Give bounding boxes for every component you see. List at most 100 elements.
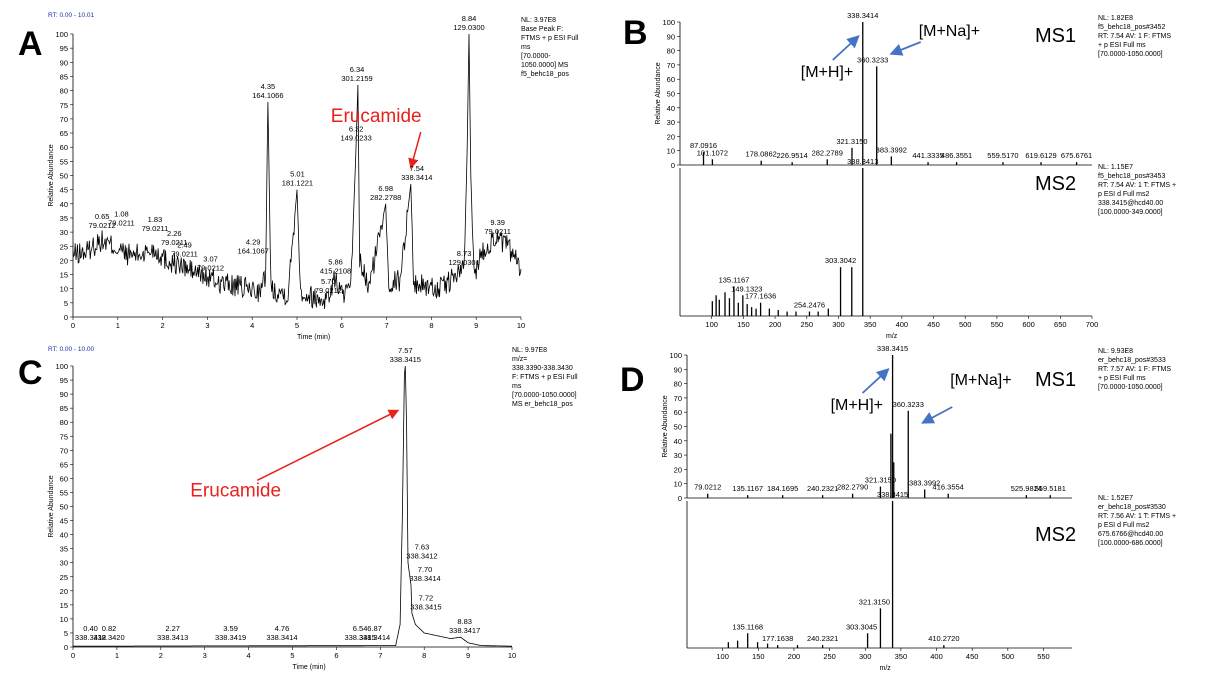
chart-panel-b-ms2 [679, 168, 1093, 319]
scan-info-line: er_behc18_pos#3530 [1098, 504, 1166, 511]
peak-mz-label: 79.0212 [197, 264, 224, 273]
y-tick-label: 35 [60, 214, 68, 223]
compound-annotation: Erucamide [331, 106, 422, 127]
y-tick-label: 20 [674, 465, 682, 474]
scan-info-line: + p ESI Full ms [1098, 42, 1146, 49]
annotation-arrow [408, 131, 422, 170]
peak-mz-label: 383.3992 [909, 478, 940, 487]
y-tick-label: 100 [669, 351, 682, 360]
y-tick-label: 5 [64, 299, 68, 308]
peak-mz-label: 282.2789 [812, 148, 843, 157]
y-tick-label: 70 [674, 394, 682, 403]
x-tick-label: 400 [896, 320, 909, 329]
x-tick-label: 3 [205, 321, 209, 330]
scan-info-line: NL: 1.52E7 [1098, 495, 1133, 502]
peak-rt-label: 6.34 [350, 65, 365, 74]
x-tick-label: 450 [927, 320, 940, 329]
y-tick-label: 40 [60, 531, 68, 540]
chromatogram-trace [72, 33, 522, 310]
peak-rt-label: 1.08 [114, 209, 129, 218]
rt-range-label: RT: 0.00 - 10.01 [48, 12, 95, 19]
scan-info-line: [70.0000- [521, 53, 551, 60]
ion-arrow [889, 41, 922, 56]
y-axis-label: Relative Abundance [655, 62, 662, 124]
peak-rt-label: 5.70 [321, 277, 336, 286]
y-tick-label: 65 [60, 129, 68, 138]
y-tick-label: 25 [60, 573, 68, 582]
peak-mz-label: 360.3233 [857, 55, 888, 64]
y-tick-label: 65 [60, 460, 68, 469]
peak-mz-label: 282.2788 [370, 193, 401, 202]
scan-info-line: RT: 7.54 AV: 1 F: FTMS [1098, 33, 1171, 40]
y-tick-label: 10 [674, 480, 682, 489]
x-tick-label: 150 [752, 652, 765, 661]
peak-rt-label: 1.83 [148, 215, 163, 224]
y-tick-label: 60 [60, 143, 68, 152]
peak-mz-label: 79.0211 [171, 249, 198, 258]
peak-mz-label: 338.3415 [877, 344, 908, 353]
y-tick-label: 100 [55, 30, 68, 39]
scan-info-line: RT: 7.56 AV: 1 T: FTMS + [1098, 513, 1176, 520]
x-tick-label: 650 [1054, 320, 1067, 329]
peak-rt-label: 7.54 [409, 164, 424, 173]
peak-rt-label: 7.72 [419, 593, 434, 602]
x-tick-label: 600 [1022, 320, 1035, 329]
peak-mz-label: 338.3412 [75, 633, 106, 642]
y-tick-label: 50 [60, 172, 68, 181]
peak-mz-label: 338.3414 [847, 11, 878, 20]
peak-rt-label: 3.59 [223, 624, 238, 633]
y-tick-label: 95 [60, 376, 68, 385]
y-tick-label: 70 [60, 115, 68, 124]
peak-mz-label: 79.0211 [142, 224, 169, 233]
x-tick-label: 4 [250, 321, 254, 330]
x-tick-label: 100 [716, 652, 729, 661]
y-tick-label: 80 [667, 47, 675, 56]
scan-info-line: [100.0000-686.0000] [1098, 540, 1163, 547]
y-tick-label: 100 [662, 18, 675, 27]
x-tick-label: 500 [1002, 652, 1015, 661]
x-tick-label: 100 [705, 320, 718, 329]
peak-rt-label: 7.63 [415, 543, 430, 552]
x-tick-label: 350 [864, 320, 877, 329]
x-axis-label: Time (min) [297, 334, 330, 341]
y-tick-label: 80 [60, 418, 68, 427]
y-tick-label: 10 [60, 285, 68, 294]
peak-mz-label: 79.0212 [694, 483, 721, 492]
ion-annotation: [M+H]+ [831, 397, 883, 414]
peak-mz-label: 410.2720 [928, 634, 959, 643]
scan-info-line: + p ESI Full ms [1098, 375, 1146, 382]
x-tick-label: 250 [801, 320, 814, 329]
scan-info-line: RT: 7.57 AV: 1 F: FTMS [1098, 366, 1171, 373]
scan-info-line: FTMS + p ESI Full [521, 35, 579, 42]
peak-mz-label: 79.0211 [484, 227, 511, 236]
x-axis-label: m/z [880, 665, 892, 672]
scan-info-line: [100.0000-349.0000] [1098, 209, 1163, 216]
x-tick-label: 8 [429, 321, 433, 330]
peak-mz-label: 338.3415 [877, 490, 908, 499]
peak-rt-label: 4.76 [275, 624, 290, 633]
y-tick-label: 70 [60, 446, 68, 455]
scan-info-line: NL: 3.97E8 [521, 17, 556, 24]
peak-mz-label: 79.0211 [108, 218, 135, 227]
y-tick-label: 85 [60, 404, 68, 413]
y-tick-label: 45 [60, 517, 68, 526]
peak-mz-label: 360.3233 [893, 400, 924, 409]
peak-mz-label: 338.3413 [847, 157, 878, 166]
y-tick-label: 5 [64, 629, 68, 638]
ion-annotation: [M+H]+ [801, 64, 853, 81]
chart-panel-a [70, 33, 522, 320]
peak-rt-label: 6.98 [378, 184, 393, 193]
y-tick-label: 55 [60, 488, 68, 497]
scan-info-line: NL: 9.93E8 [1098, 348, 1133, 355]
peak-mz-label: 301.2159 [341, 74, 372, 83]
peak-mz-label: 383.3992 [876, 145, 907, 154]
y-tick-label: 95 [60, 44, 68, 53]
peak-mz-label: 321.3150 [859, 597, 890, 606]
spectrum-title: MS1 [1035, 25, 1076, 47]
peak-mz-label: 226.9514 [777, 151, 808, 160]
y-tick-label: 20 [667, 132, 675, 141]
scan-info-line: ms [512, 383, 522, 390]
peak-mz-label: 282.2790 [837, 483, 868, 492]
y-tick-label: 30 [667, 118, 675, 127]
